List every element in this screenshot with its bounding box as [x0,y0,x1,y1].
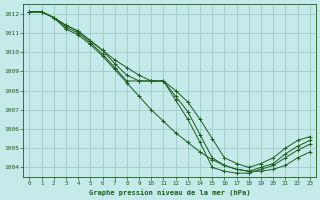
X-axis label: Graphe pression niveau de la mer (hPa): Graphe pression niveau de la mer (hPa) [89,189,250,196]
